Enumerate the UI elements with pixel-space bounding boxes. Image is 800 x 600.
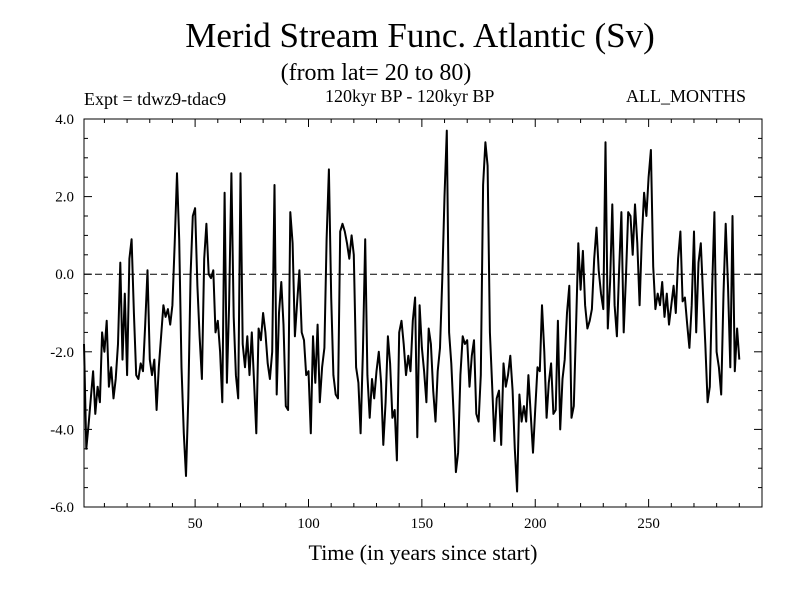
chart-subtitle: (from lat= 20 to 80) <box>280 60 472 86</box>
period-label: 120kyr BP - 120kyr BP <box>325 86 495 106</box>
y-tick-label: 4.0 <box>55 112 74 128</box>
y-tick-label: -2.0 <box>50 345 74 361</box>
axis-ticks <box>84 118 762 508</box>
x-tick-label: 200 <box>524 516 547 532</box>
y-tick-label: 0.0 <box>55 267 74 283</box>
x-axis-label: Time (in years since start) <box>308 540 538 565</box>
tick-labels: 50 100 150 200 250 -6.0 -4.0 -2.0 0.0 2.0 4.0 <box>50 112 660 532</box>
y-tick-label: 2.0 <box>55 190 74 206</box>
chart-title: Merid Stream Func. Atlantic (Sv) <box>185 16 655 55</box>
x-tick-label: 250 <box>637 516 660 532</box>
plot-frame <box>83 118 763 508</box>
series-line <box>83 129 741 493</box>
y-tick-label: -6.0 <box>50 500 74 516</box>
x-tick-label: 150 <box>411 516 434 532</box>
y-tick-label: -4.0 <box>50 422 74 438</box>
x-tick-label: 50 <box>188 516 203 532</box>
x-tick-label: 100 <box>297 516 320 532</box>
experiment-label: Expt = tdwz9-tdac9 <box>84 89 227 109</box>
months-label: ALL_MONTHS <box>626 86 746 106</box>
